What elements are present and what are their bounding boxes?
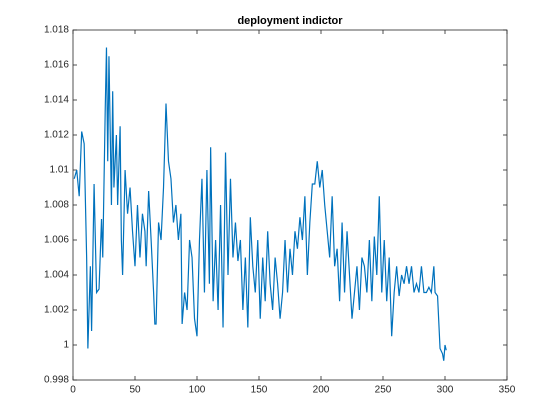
- y-tick-label: 1.018: [44, 25, 69, 36]
- y-tick-label: 1.016: [44, 60, 69, 71]
- x-tick-label: 100: [189, 385, 206, 396]
- x-tick-label: 150: [251, 385, 268, 396]
- y-tick-label: 1.008: [44, 200, 69, 211]
- x-tick-label: 300: [437, 385, 454, 396]
- y-tick-label: 0.998: [44, 375, 69, 386]
- y-tick-label: 1.012: [44, 130, 69, 141]
- x-tick-label: 50: [129, 385, 141, 396]
- x-tick-label: 350: [499, 385, 516, 396]
- y-tick-label: 1: [63, 340, 69, 351]
- y-tick-label: 1.01: [50, 165, 70, 176]
- x-tick-label: 0: [70, 385, 76, 396]
- y-tick-label: 1.006: [44, 235, 69, 246]
- x-tick-label: 250: [375, 385, 392, 396]
- x-tick-label: 200: [313, 385, 330, 396]
- y-tick-label: 1.004: [44, 270, 69, 281]
- y-tick-label: 1.002: [44, 305, 69, 316]
- y-tick-label: 1.014: [44, 95, 69, 106]
- chart-title: deployment indictor: [237, 15, 343, 27]
- plot-area: [72, 29, 508, 381]
- line-series: [73, 47, 447, 361]
